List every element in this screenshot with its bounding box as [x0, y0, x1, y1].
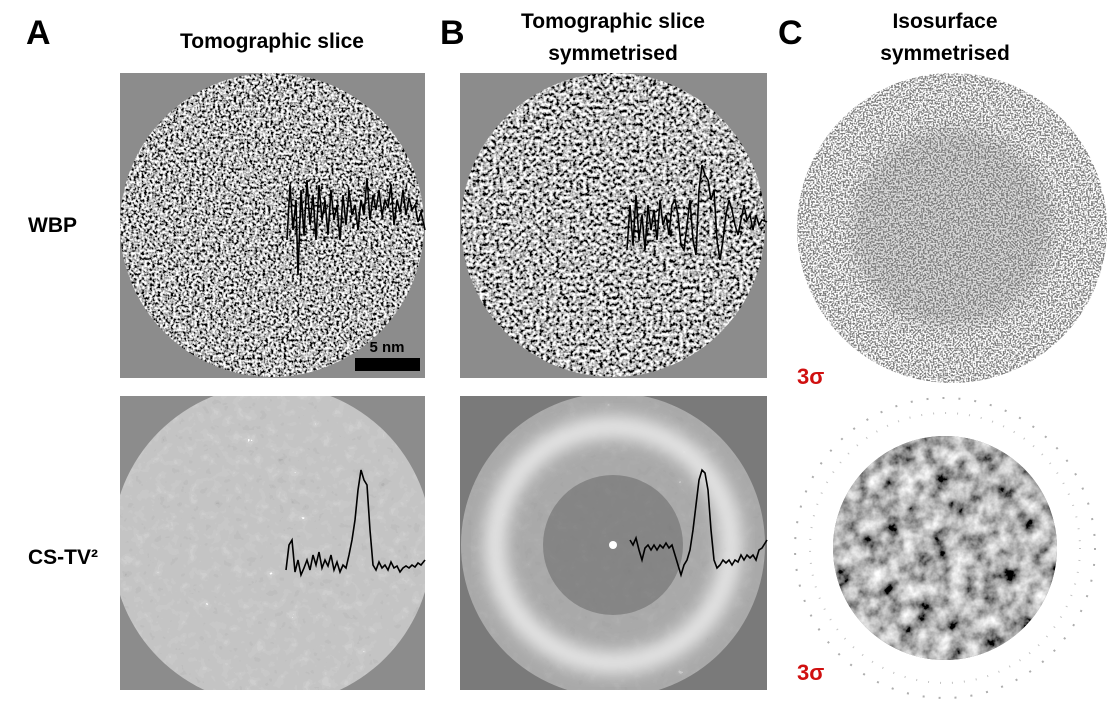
panel-letter: A	[26, 14, 51, 52]
threshold-label: 3σ	[797, 660, 824, 685]
row-label: CS-TV²	[28, 546, 98, 569]
panel-title: Tomographic slice	[180, 30, 364, 53]
row-label: WBP	[28, 214, 77, 237]
image-panel: 3σ	[790, 396, 1115, 706]
image-panel	[460, 73, 767, 378]
threshold-label: 3σ	[797, 364, 824, 389]
panel-letter: B	[440, 14, 465, 52]
panel-title: Tomographic slice	[521, 10, 705, 33]
scale-bar-label: 5 nm	[369, 339, 404, 356]
image-panel	[120, 396, 425, 690]
panel-title: symmetrised	[548, 42, 678, 65]
panel-title: Isosurface	[892, 10, 997, 33]
panel-letter: C	[778, 14, 803, 52]
image-panel: 5 nm	[120, 73, 425, 378]
panel-title: symmetrised	[880, 42, 1010, 65]
image-panel: 3σ	[795, 73, 1110, 389]
image-panel	[460, 396, 767, 690]
figure: A Tomographic slice B Tomographic slice …	[0, 0, 1115, 711]
